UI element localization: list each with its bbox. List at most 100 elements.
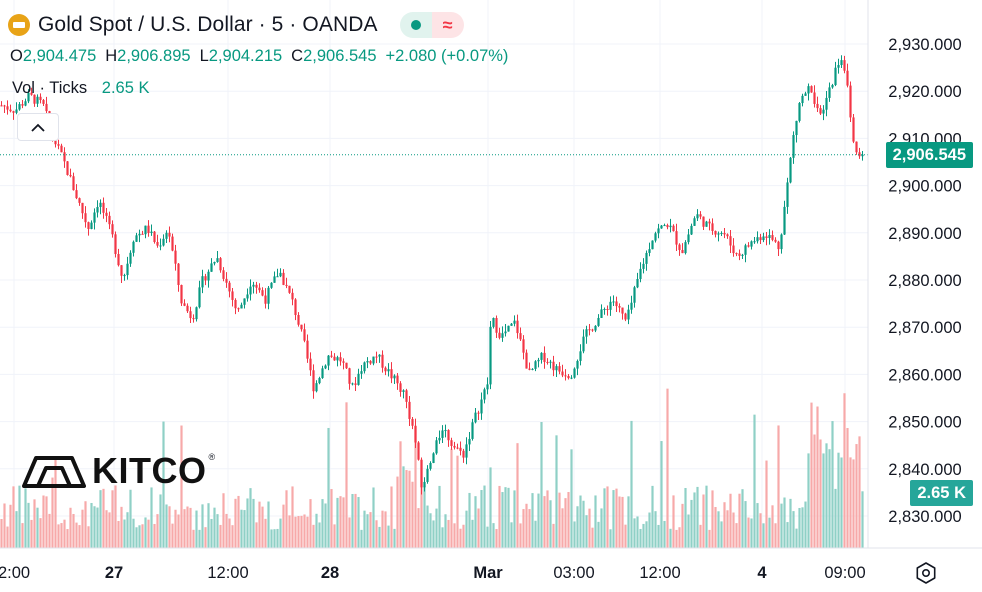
candle-body	[807, 86, 810, 94]
volume-bar	[285, 490, 288, 548]
candle-body	[213, 262, 216, 264]
volume-bar	[183, 509, 186, 548]
volume-bar	[318, 522, 321, 548]
volume-bar	[801, 507, 804, 548]
candle-body	[159, 245, 162, 247]
candle-body	[750, 241, 753, 247]
time-axis[interactable]: 2:00 27 12:00 28 Mar 03:00 12:00 4 09:00	[0, 547, 982, 582]
candle-body	[642, 263, 645, 269]
volume-bar	[237, 495, 240, 548]
candle-body	[171, 236, 174, 251]
candle-body	[693, 218, 696, 226]
volume-bar	[447, 519, 450, 548]
candle-body	[468, 438, 471, 445]
candle-body	[144, 225, 147, 235]
volume-bar	[228, 518, 231, 548]
volume-bar	[345, 402, 348, 548]
candle-body	[675, 231, 678, 245]
candle-body	[462, 450, 465, 458]
volume-bar	[396, 476, 399, 548]
candle-body	[594, 325, 597, 331]
candle-body	[303, 329, 306, 341]
volume-bar	[351, 494, 354, 548]
volume-bar	[81, 509, 84, 548]
chart-settings-icon[interactable]	[914, 561, 938, 585]
volume-bar	[807, 453, 810, 548]
candle-body	[42, 100, 45, 104]
volume-bar	[75, 522, 78, 548]
time-tick-label: Mar	[473, 564, 503, 582]
volume-bar	[534, 520, 537, 548]
volume-bar	[819, 439, 822, 548]
candle-body	[366, 361, 369, 363]
volume-bar	[342, 497, 345, 548]
volume-bar	[768, 517, 771, 548]
volume-bar	[786, 522, 789, 548]
candle-body	[279, 272, 282, 277]
candle-body	[114, 234, 117, 255]
candle-body	[660, 225, 663, 229]
time-tick-label: 09:00	[824, 564, 865, 582]
volume-bar	[654, 511, 657, 548]
candle-body	[45, 103, 48, 112]
volume-bar	[840, 457, 843, 548]
price-tick-label: 2,880.000	[888, 272, 961, 290]
price-axis[interactable]: 2,930.0002,920.0002,910.0002,900.0002,89…	[867, 0, 962, 548]
candle-body	[828, 87, 831, 98]
data-delay-icon[interactable]: ≈	[431, 12, 464, 38]
candle-body	[459, 447, 462, 451]
candle-body	[207, 271, 210, 281]
candle-body	[30, 92, 33, 95]
volume-bar	[18, 485, 21, 548]
volume-bar	[54, 458, 57, 548]
candle-body	[717, 233, 720, 235]
candle-body	[96, 206, 99, 213]
kitco-wordmark: KITCO	[92, 450, 207, 491]
volume-bar	[714, 507, 717, 548]
candle-body	[696, 214, 699, 219]
volume-bar	[363, 510, 366, 548]
volume-bar	[759, 513, 762, 548]
symbol-title[interactable]: Gold Spot / U.S. Dollar · 5 · OANDA	[38, 13, 378, 36]
candle-body	[243, 298, 246, 305]
volume-bar	[222, 493, 225, 548]
candle-body	[426, 468, 429, 482]
volume-bar	[486, 526, 489, 548]
volume-bar	[402, 466, 405, 548]
candle-body	[234, 299, 237, 309]
market-open-icon[interactable]	[399, 12, 432, 38]
candle-body	[201, 276, 204, 288]
volume-bar	[597, 521, 600, 548]
volume-bar	[750, 518, 753, 548]
volume-bar	[591, 527, 594, 548]
collapse-legend-button[interactable]	[17, 113, 59, 141]
candle-body	[111, 224, 114, 235]
market-status-pill[interactable]: ≈	[399, 12, 464, 38]
volume-bar	[585, 515, 588, 548]
volume-bar	[171, 523, 174, 548]
volume-bar	[78, 525, 81, 548]
volume-legend[interactable]: Vol · Ticks 2.65 K	[12, 79, 150, 98]
volume-bar	[288, 515, 291, 548]
candle-body	[78, 198, 81, 203]
candle-body	[210, 263, 213, 272]
volume-bar	[579, 495, 582, 548]
candle-body	[456, 447, 459, 449]
volume-bar	[225, 513, 228, 548]
volume-bar	[384, 511, 387, 548]
volume-bar	[717, 511, 720, 548]
volume-bar	[315, 513, 318, 548]
volume-bar	[642, 523, 645, 548]
gold-symbol-icon	[8, 14, 30, 36]
volume-bars	[0, 388, 864, 548]
candle-body	[216, 258, 219, 263]
candle-body	[87, 222, 90, 229]
open-label: O	[10, 47, 23, 65]
volume-bar	[609, 529, 612, 548]
volume-bar	[567, 492, 570, 548]
candle-body	[792, 135, 795, 158]
candle-body	[465, 444, 468, 458]
volume-bar	[513, 490, 516, 548]
volume-bar	[843, 393, 846, 548]
candle-body	[294, 299, 297, 316]
